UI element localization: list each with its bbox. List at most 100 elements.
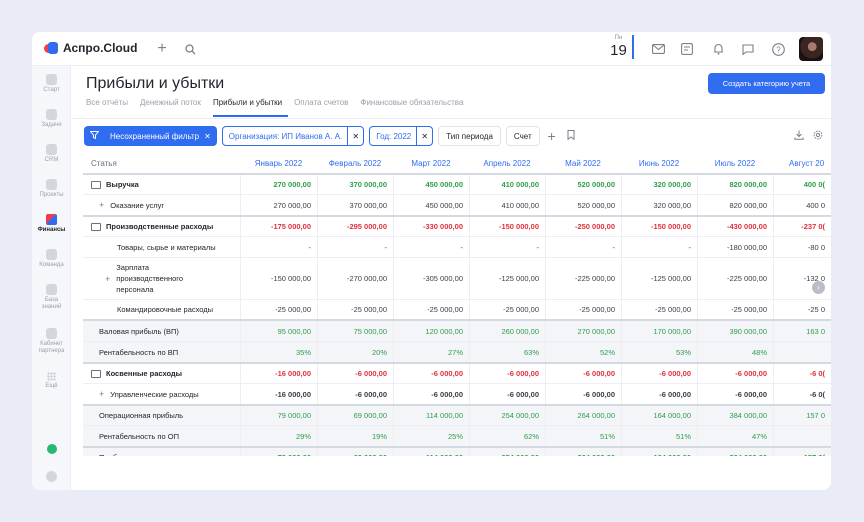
table-cell[interactable]: - [469,237,545,257]
table-cell[interactable]: 254 000,00 [469,406,545,425]
table-cell[interactable]: -6 000,00 [697,364,773,383]
close-icon[interactable]: ✕ [416,127,432,145]
table-cell[interactable]: 820 000,00 [697,175,773,194]
table-cell[interactable]: 69 000,00 [317,406,393,425]
table-cell[interactable]: 63% [469,342,545,362]
table-cell[interactable]: -225 000,00 [697,258,773,299]
table-cell[interactable]: - [317,237,393,257]
avatar[interactable] [799,37,823,61]
column-header[interactable]: Январь 2022 [254,158,303,168]
table-cell[interactable]: -125 000,00 [469,258,545,299]
table-cell[interactable]: 51% [621,426,697,446]
notes-icon[interactable] [678,40,696,58]
table-cell[interactable]: -175 000,00 [240,217,317,236]
table-cell[interactable]: -6 000,00 [393,364,469,383]
sidebar-item-knowledge-base[interactable]: База знаний [32,284,71,311]
table-cell[interactable]: -25 000,00 [240,300,317,319]
table-cell[interactable]: 51% [545,426,621,446]
table-cell[interactable]: 450 000,00 [393,195,469,215]
table-cell[interactable]: -25 000,00 [469,300,545,319]
table-cell[interactable]: 370 000,00 [317,195,393,215]
table-cell[interactable]: 157 0( [773,448,831,456]
table-cell[interactable]: 20% [317,342,393,362]
unsaved-filter-button[interactable]: Несохраненный фильтр ✕ [84,126,217,146]
table-row[interactable]: + Управленческие расходы -16 000,00 -6 000,… [83,383,831,404]
download-icon[interactable] [794,130,804,143]
sidebar-item-team[interactable]: Команда [32,249,71,269]
create-category-button[interactable]: Создать категорию учета [708,73,825,94]
table-cell[interactable]: 270 000,00 [545,321,621,341]
chat-icon[interactable] [739,40,757,58]
sidebar-item-crm[interactable]: CRM [32,144,71,164]
table-cell[interactable]: -250 000,00 [545,217,621,236]
table-cell[interactable]: -16 000,00 [240,364,317,383]
close-icon[interactable]: ✕ [347,127,363,145]
table-row[interactable]: Товары, сырье и материалы - - - - - - -180 000,… [83,236,831,257]
table-row[interactable]: + Оказание услуг 270 000,00 370 000,00 450 0… [83,194,831,215]
table-cell[interactable]: - [545,237,621,257]
table-cell[interactable]: -150 000,00 [469,217,545,236]
expand-icon[interactable]: + [99,200,105,210]
search-icon[interactable] [181,40,199,58]
table-row[interactable]: Валовая прибыль (ВП) 95 000,00 75 000,00 12… [83,319,831,341]
support-icon[interactable] [32,471,71,484]
table-cell[interactable]: 264 000,00 [545,448,621,456]
table-cell[interactable]: -237 0( [773,217,831,236]
table-row[interactable]: Командировочные расходы -25 000,00 -25 000… [83,299,831,319]
sidebar-item-partner-cabinet[interactable]: Кабинет партнера [32,328,71,355]
table-cell[interactable]: -6 000,00 [317,384,393,404]
table-cell[interactable]: -6 000,00 [393,384,469,404]
column-header[interactable]: Июль 2022 [714,158,756,168]
table-cell[interactable]: -6 0( [773,364,831,383]
table-cell[interactable]: 164 000,00 [621,448,697,456]
period-type-filter[interactable]: Тип периода [438,126,501,146]
chevron-right-icon[interactable]: › [812,281,825,294]
table-cell[interactable]: 120 000,00 [393,321,469,341]
table-cell[interactable]: - [393,237,469,257]
table-cell[interactable]: 520 000,00 [545,195,621,215]
table-cell[interactable]: - [621,237,697,257]
table-cell[interactable]: -6 000,00 [697,384,773,404]
help-icon[interactable]: ? [769,40,787,58]
brand-icon[interactable] [32,444,71,456]
sidebar-item-tasks[interactable]: Задачи [32,109,71,129]
table-cell[interactable]: 370 000,00 [317,175,393,194]
tab-cash-flow[interactable]: Денежный поток [139,98,201,107]
table-cell[interactable]: 400 0( [773,175,831,194]
expand-icon[interactable]: + [99,389,105,399]
tab-invoice-payment[interactable]: Оплата счетов [294,98,349,107]
table-cell[interactable]: 384 000,00 [697,448,773,456]
table-cell[interactable]: -6 000,00 [545,364,621,383]
table-cell[interactable]: 95 000,00 [240,321,317,341]
sidebar-item-start[interactable]: Старт [32,74,71,94]
tab-profit-loss[interactable]: Прибыли и убытки [212,98,289,117]
table-cell[interactable]: 820 000,00 [697,195,773,215]
column-header[interactable]: Март 2022 [411,158,451,168]
table-cell[interactable]: -25 000,00 [697,300,773,319]
table-cell[interactable]: 270 000,00 [240,195,317,215]
table-cell[interactable]: -25 000,00 [317,300,393,319]
expand-icon[interactable]: + [105,273,111,284]
table-cell[interactable]: 25% [393,426,469,446]
table-cell[interactable]: -270 000,00 [317,258,393,299]
table-cell[interactable]: 410 000,00 [469,195,545,215]
table-cell[interactable]: -25 000,00 [621,300,697,319]
table-cell[interactable]: - [240,237,317,257]
table-cell[interactable]: 75 000,00 [317,321,393,341]
column-header[interactable]: Февраль 2022 [328,158,382,168]
table-row[interactable]: Косвенные расходы -16 000,00 -6 000,00 -6 0… [83,362,831,383]
table-cell[interactable]: 47% [697,426,773,446]
table-cell[interactable]: 320 000,00 [621,175,697,194]
table-cell[interactable]: 164 000,00 [621,406,697,425]
table-cell[interactable]: -6 000,00 [545,384,621,404]
table-cell[interactable]: 170 000,00 [621,321,697,341]
organization-filter[interactable]: Организация: ИП Иванов А. А. ✕ [221,126,365,146]
table-cell[interactable]: -25 000,00 [393,300,469,319]
table-cell[interactable]: -80 0 [773,237,831,257]
table-cell[interactable]: 62% [469,426,545,446]
table-cell[interactable]: 410 000,00 [469,175,545,194]
table-cell[interactable]: -6 000,00 [469,364,545,383]
add-icon[interactable]: + [157,40,167,57]
table-row[interactable]: Рентабельность по ВП 35% 20% 27% 63% 52% 53% 48… [83,341,831,362]
